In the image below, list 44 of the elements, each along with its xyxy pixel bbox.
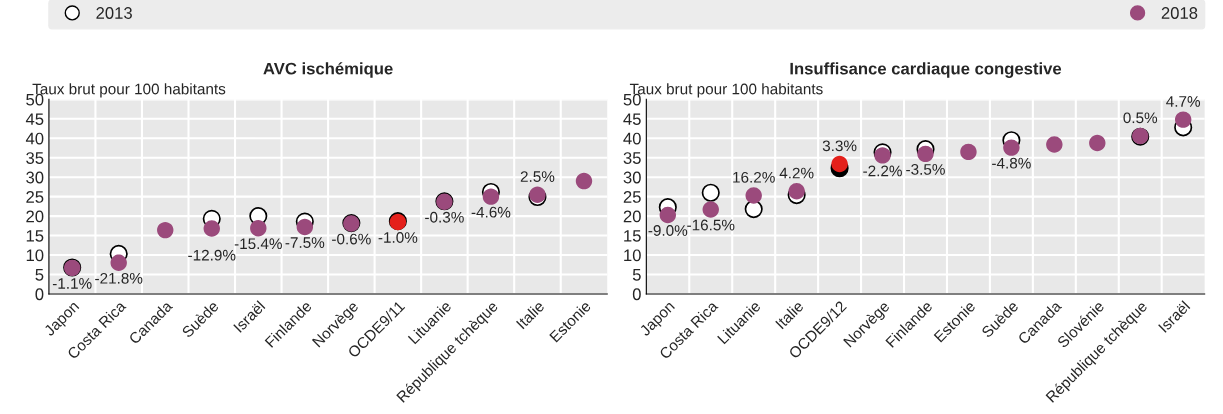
chart-title: AVC ischémique [263, 62, 393, 78]
annotation: -21.8% [95, 272, 143, 284]
annotation: 0.5% [1123, 112, 1158, 124]
y-tick-label: 30 [26, 171, 44, 184]
annotation: 4.7% [1166, 96, 1201, 107]
annotation: -9.0% [648, 225, 688, 236]
y-tick-label: 5 [632, 269, 641, 281]
y-tick-label: 0 [632, 288, 641, 301]
annotation: -7.5% [285, 237, 325, 248]
annotation: -12.9% [188, 249, 236, 261]
annotation: -0.6% [332, 233, 371, 245]
y-tick-label: 5 [35, 269, 44, 281]
y-tick-label: 15 [26, 230, 44, 242]
y-tick-label: 20 [26, 210, 44, 223]
y-tick-label: 40 [623, 132, 641, 145]
y-tick-label: 40 [25, 132, 44, 145]
annotation: 4.2% [779, 167, 814, 179]
annotation: -1.1% [52, 278, 92, 289]
y-tick-label: 0 [35, 288, 44, 301]
annotation: -16.5% [687, 219, 735, 231]
legend-label: 2018 [1161, 7, 1198, 19]
y-tick-label: 10 [624, 249, 641, 262]
chart-title: Insuffisance cardiaque congestive [790, 62, 1062, 78]
annotation: -0.3% [425, 211, 464, 223]
annotation: 3.3% [822, 140, 857, 152]
annotation: -1.0% [378, 232, 418, 243]
y-tick-label: 25 [26, 191, 44, 203]
y-tick-label: 35 [623, 152, 641, 164]
annotation: 16.2% [733, 171, 775, 183]
annotation: -3.5% [906, 163, 945, 175]
y-tick-label: 25 [623, 191, 641, 203]
y-tick-label: 20 [623, 210, 641, 223]
y-tick-label: 45 [623, 113, 641, 126]
y-tick-label: 10 [26, 249, 44, 262]
annotation: 2.5% [520, 171, 555, 182]
y-tick-label: 45 [25, 113, 44, 126]
annotation: -15.4% [234, 238, 282, 250]
y-tick-label: 35 [26, 152, 44, 164]
y-tick-label: 30 [623, 171, 641, 184]
legend-label: 2013 [96, 7, 132, 19]
annotation: -4.6% [471, 206, 511, 218]
annotation: -2.2% [863, 165, 902, 177]
annotation: -4.8% [992, 157, 1031, 169]
y-tick-label: 15 [624, 230, 641, 242]
